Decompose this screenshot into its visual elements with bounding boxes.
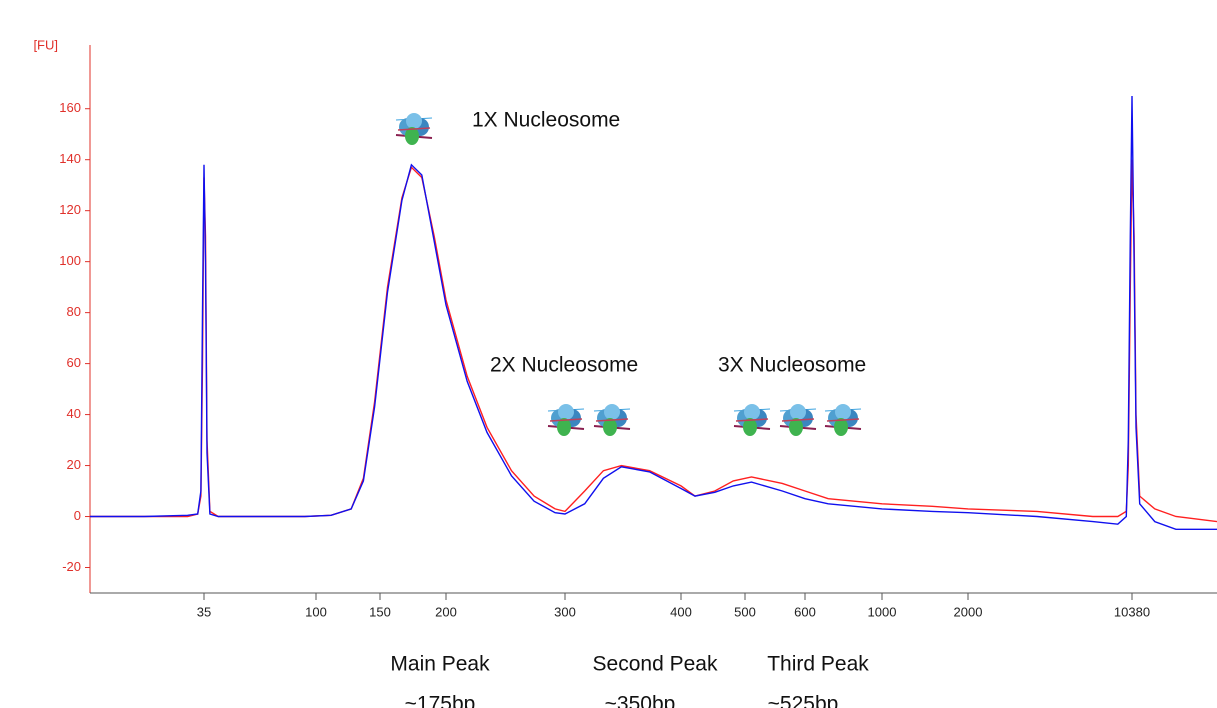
y-tick-label: 0 xyxy=(74,508,81,523)
y-tick-label: 40 xyxy=(67,406,81,421)
trace-line xyxy=(90,160,1217,522)
annotation: 3X Nucleosome xyxy=(718,354,866,377)
trace-line xyxy=(90,96,1217,529)
x-tick-label: 200 xyxy=(435,604,457,619)
x-tick-label: 2000 xyxy=(954,604,983,619)
y-tick-label: 100 xyxy=(59,253,81,268)
x-tick-label: 150 xyxy=(369,604,391,619)
x-tick-label: 300 xyxy=(554,604,576,619)
annotation: Main Peak xyxy=(390,653,490,676)
x-tick-label: 600 xyxy=(794,604,816,619)
x-tick-label: 100 xyxy=(305,604,327,619)
y-tick-label: -20 xyxy=(62,559,81,574)
nucleosome-icons xyxy=(396,112,861,439)
y-tick-label: 160 xyxy=(59,100,81,115)
y-axis-label: [FU] xyxy=(33,37,58,52)
annotation: 1X Nucleosome xyxy=(472,109,620,132)
y-tick-label: 140 xyxy=(59,151,81,166)
x-tick-label: 35 xyxy=(197,604,211,619)
x-tick-label: 1000 xyxy=(868,604,897,619)
annotation: ~525bp xyxy=(768,693,839,708)
annotation: ~175bp xyxy=(405,693,476,708)
page: [FU] -20 0 20 40 60 80 100 120 140 160 35 100 150 200… xyxy=(0,0,1217,708)
annotation: Third Peak xyxy=(767,653,869,676)
x-tick-label: 400 xyxy=(670,604,692,619)
y-tick-label: 80 xyxy=(67,304,81,319)
annotation: Second Peak xyxy=(593,653,718,676)
x-tick-label: 500 xyxy=(734,604,756,619)
y-tick-label: 60 xyxy=(67,355,81,370)
annotation: ~350bp xyxy=(605,693,676,708)
annotation: 2X Nucleosome xyxy=(490,354,638,377)
y-tick-label: 120 xyxy=(59,202,81,217)
y-tick-label: 20 xyxy=(67,457,81,472)
x-tick-label: 10380 xyxy=(1114,604,1150,619)
chart: [FU] -20 0 20 40 60 80 100 120 140 160 35 100 150 200… xyxy=(0,0,1217,708)
